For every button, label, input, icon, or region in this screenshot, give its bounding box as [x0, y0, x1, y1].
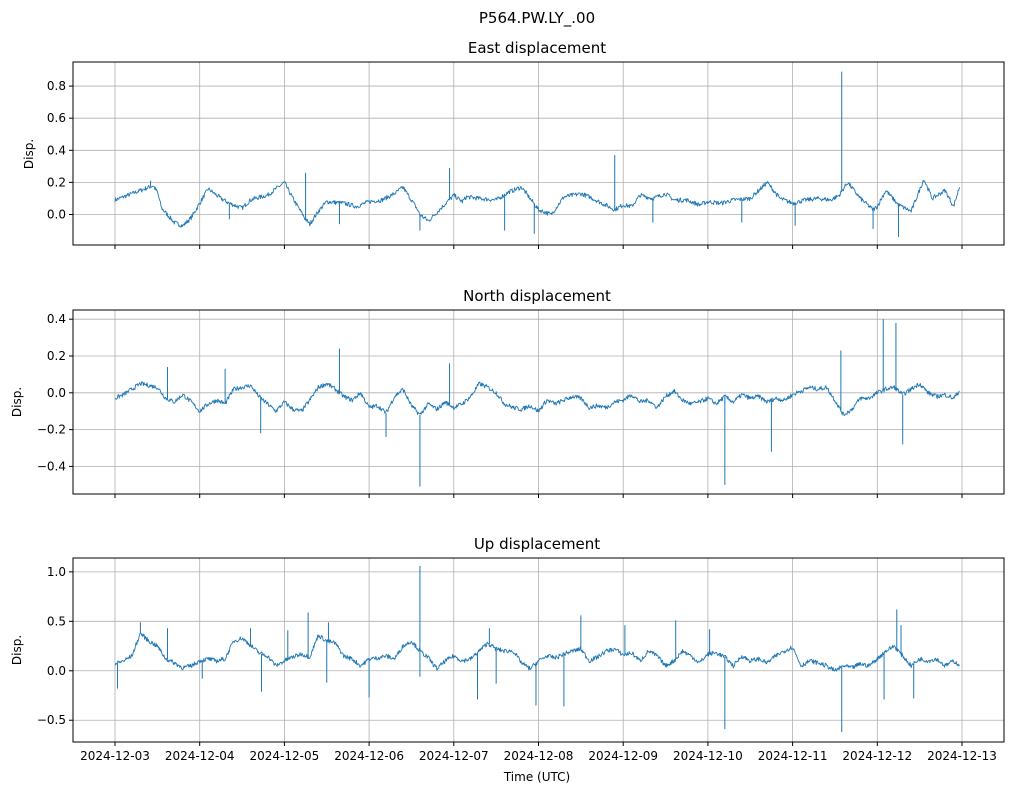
panel-north: North displacement −0.4 −0.2 0.0 0.2 0.4 Dis…: [10, 287, 1005, 498]
panel-north-grid: [73, 310, 1004, 494]
y-tick-label: 0.2: [47, 175, 66, 189]
panel-north-title: North displacement: [463, 287, 611, 305]
panel-up: Up displacement −0.5 0.0 0.5 1.0 2024-12-03…: [10, 535, 1005, 784]
x-tick-label: 2024-12-05: [250, 749, 320, 763]
x-tick-label: 2024-12-06: [334, 749, 404, 763]
panel-east-yticks: 0.0 0.2 0.4 0.6 0.8: [47, 79, 73, 222]
panel-up-xticks: 2024-12-03 2024-12-04 2024-12-05 2024-12-06…: [80, 742, 997, 763]
x-tick-label: 2024-12-11: [758, 749, 828, 763]
panel-up-ylabel: Disp.: [10, 635, 24, 665]
y-tick-label: 0.0: [47, 664, 66, 678]
y-tick-label: −0.4: [37, 459, 66, 473]
x-tick-label: 2024-12-03: [80, 749, 150, 763]
panel-up-yticks: −0.5 0.0 0.5 1.0: [37, 565, 73, 727]
panel-east: East displacement 0.0 0.2 0.4 0.6 0.8 Disp.: [22, 39, 1005, 249]
x-tick-label: 2024-12-08: [504, 749, 574, 763]
y-tick-label: 0.6: [47, 111, 66, 125]
panel-east-ylabel: Disp.: [22, 139, 36, 169]
x-tick-label: 2024-12-09: [588, 749, 658, 763]
y-tick-label: 0.0: [47, 386, 66, 400]
panel-up-series: [114, 565, 960, 733]
panel-east-grid: [73, 62, 1004, 245]
x-tick-label: 2024-12-10: [673, 749, 743, 763]
figure-suptitle: P564.PW.LY_.00: [479, 9, 595, 28]
y-tick-label: −0.5: [37, 713, 66, 727]
panel-north-yticks: −0.4 −0.2 0.0 0.2 0.4: [37, 312, 73, 473]
panel-north-xticks: [114, 494, 963, 498]
x-tick-label: 2024-12-13: [927, 749, 997, 763]
y-tick-label: 0.2: [47, 349, 66, 363]
series-line-east: [114, 179, 960, 228]
panel-up-grid: [73, 558, 1004, 742]
x-tick-label: 2024-12-04: [165, 749, 235, 763]
panel-east-series: [114, 71, 960, 237]
y-tick-label: 1.0: [47, 565, 66, 579]
series-line-north: [114, 381, 960, 416]
x-tick-label: 2024-12-12: [842, 749, 912, 763]
y-tick-label: 0.4: [47, 312, 66, 326]
y-tick-label: 0.5: [47, 614, 66, 628]
y-tick-label: 0.0: [47, 208, 66, 222]
y-tick-label: −0.2: [37, 423, 66, 437]
panel-north-ylabel: Disp.: [10, 387, 24, 417]
panel-east-xticks: [114, 245, 963, 249]
panel-east-title: East displacement: [468, 39, 606, 57]
panel-up-title: Up displacement: [474, 535, 600, 553]
panel-up-xlabel: Time (UTC): [503, 770, 570, 784]
x-tick-label: 2024-12-07: [419, 749, 489, 763]
y-tick-label: 0.4: [47, 143, 66, 157]
series-line-up: [114, 632, 960, 672]
panel-north-series: [114, 319, 960, 487]
y-tick-label: 0.8: [47, 79, 66, 93]
